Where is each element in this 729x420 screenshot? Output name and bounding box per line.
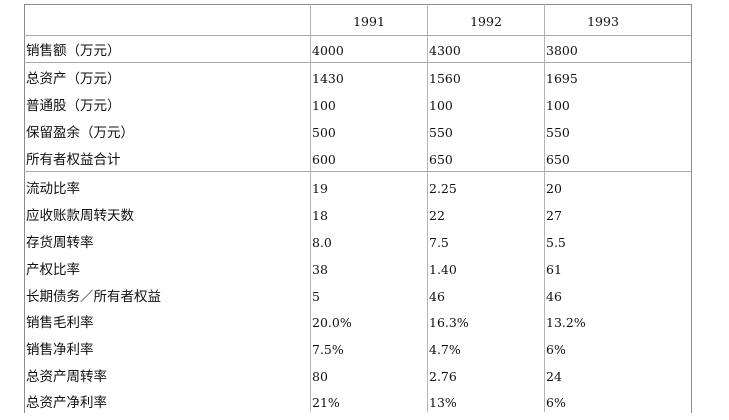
cell-1993: 1695 <box>546 71 578 86</box>
table-frame <box>24 4 692 413</box>
cell-1993: 650 <box>546 152 570 167</box>
row-label: 存货周转率 <box>26 235 94 251</box>
cell-1991: 100 <box>312 98 336 113</box>
cell-1993: 100 <box>546 98 570 113</box>
cell-1993: 550 <box>546 125 570 140</box>
cell-1993: 61 <box>546 262 562 277</box>
row-label: 总资产净利率 <box>26 395 107 411</box>
column-divider <box>310 4 311 412</box>
cell-1991: 19 <box>312 181 328 196</box>
cell-1991: 1430 <box>312 71 344 86</box>
row-label: 销售额（万元） <box>26 43 121 59</box>
row-label: 应收账款周转天数 <box>26 208 134 224</box>
cell-1993: 24 <box>546 369 562 384</box>
cell-1991: 4000 <box>312 43 344 58</box>
cell-1992: 4.7% <box>429 342 461 357</box>
cell-1993: 3800 <box>546 43 578 58</box>
row-label: 保留盈余（万元） <box>26 125 134 141</box>
cell-1992: 7.5 <box>429 235 449 250</box>
row-label: 销售毛利率 <box>26 315 94 331</box>
cell-1991: 38 <box>312 262 328 277</box>
row-label: 所有者权益合计 <box>26 152 121 168</box>
row-label: 长期债务／所有者权益 <box>26 289 161 305</box>
cell-1991: 18 <box>312 208 328 223</box>
column-divider <box>544 4 545 412</box>
cell-1992: 100 <box>429 98 453 113</box>
cell-1993: 5.5 <box>546 235 566 250</box>
cell-1991: 21% <box>312 395 340 410</box>
row-label: 总资产（万元） <box>26 71 121 87</box>
cell-1993: 6% <box>546 342 566 357</box>
cell-1991: 500 <box>312 125 336 140</box>
row-divider <box>24 171 691 172</box>
row-label: 产权比率 <box>26 262 80 278</box>
cell-1992: 13% <box>429 395 457 410</box>
column-header-1991: 1991 <box>353 14 385 29</box>
cell-1992: 1.40 <box>429 262 457 277</box>
row-label: 总资产周转率 <box>26 369 107 385</box>
cell-1993: 20 <box>546 181 562 196</box>
row-label: 流动比率 <box>26 181 80 197</box>
cell-1993: 27 <box>546 208 562 223</box>
cell-1991: 8.0 <box>312 235 332 250</box>
column-header-1992: 1992 <box>470 14 502 29</box>
column-header-1993: 1993 <box>587 14 619 29</box>
cell-1992: 4300 <box>429 43 461 58</box>
cell-1992: 550 <box>429 125 453 140</box>
column-divider <box>427 4 428 412</box>
cell-1992: 1560 <box>429 71 461 86</box>
row-divider <box>24 35 691 36</box>
cell-1992: 650 <box>429 152 453 167</box>
cell-1991: 600 <box>312 152 336 167</box>
cell-1991: 80 <box>312 369 328 384</box>
row-label: 销售净利率 <box>26 342 94 358</box>
cell-1992: 16.3% <box>429 315 469 330</box>
cell-1992: 46 <box>429 289 445 304</box>
cell-1993: 46 <box>546 289 562 304</box>
cell-1993: 13.2% <box>546 315 586 330</box>
cell-1991: 5 <box>312 289 320 304</box>
cell-1992: 2.76 <box>429 369 457 384</box>
cell-1991: 20.0% <box>312 315 352 330</box>
row-label: 普通股（万元） <box>26 98 121 114</box>
row-divider <box>24 62 691 63</box>
cell-1991: 7.5% <box>312 342 344 357</box>
cell-1992: 2.25 <box>429 181 457 196</box>
cell-1992: 22 <box>429 208 445 223</box>
cell-1993: 6% <box>546 395 566 410</box>
